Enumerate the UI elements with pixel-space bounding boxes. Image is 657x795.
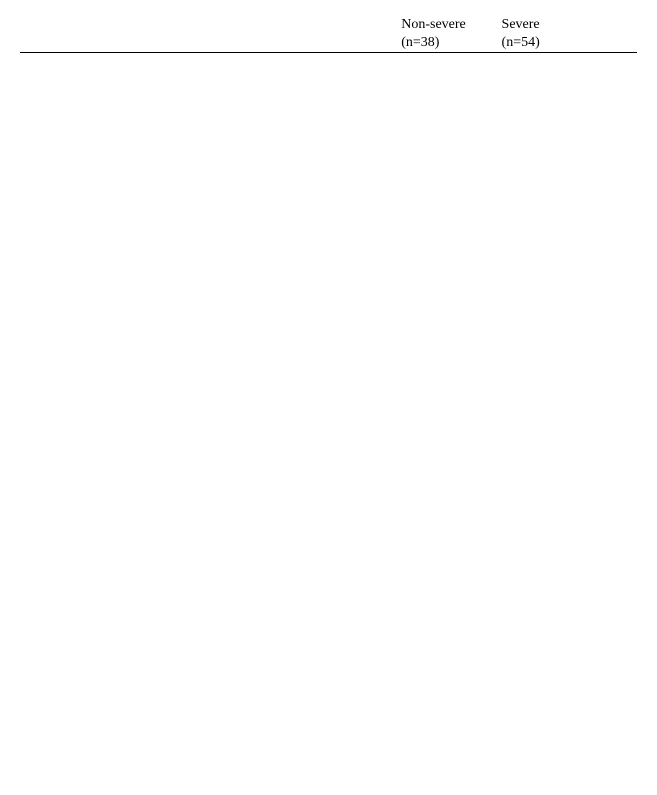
header-row-1: Non-severe Severe bbox=[20, 16, 637, 34]
microbiology-table: Non-severe Severe (n=38) (n=54) bbox=[20, 16, 637, 53]
header-row-2: (n=38) (n=54) bbox=[20, 34, 637, 53]
header-severe-n: (n=54) bbox=[502, 34, 592, 53]
header-non-severe-label: Non-severe bbox=[401, 16, 501, 34]
header-non-severe-n: (n=38) bbox=[401, 34, 501, 53]
header-severe-label: Severe bbox=[502, 16, 592, 34]
